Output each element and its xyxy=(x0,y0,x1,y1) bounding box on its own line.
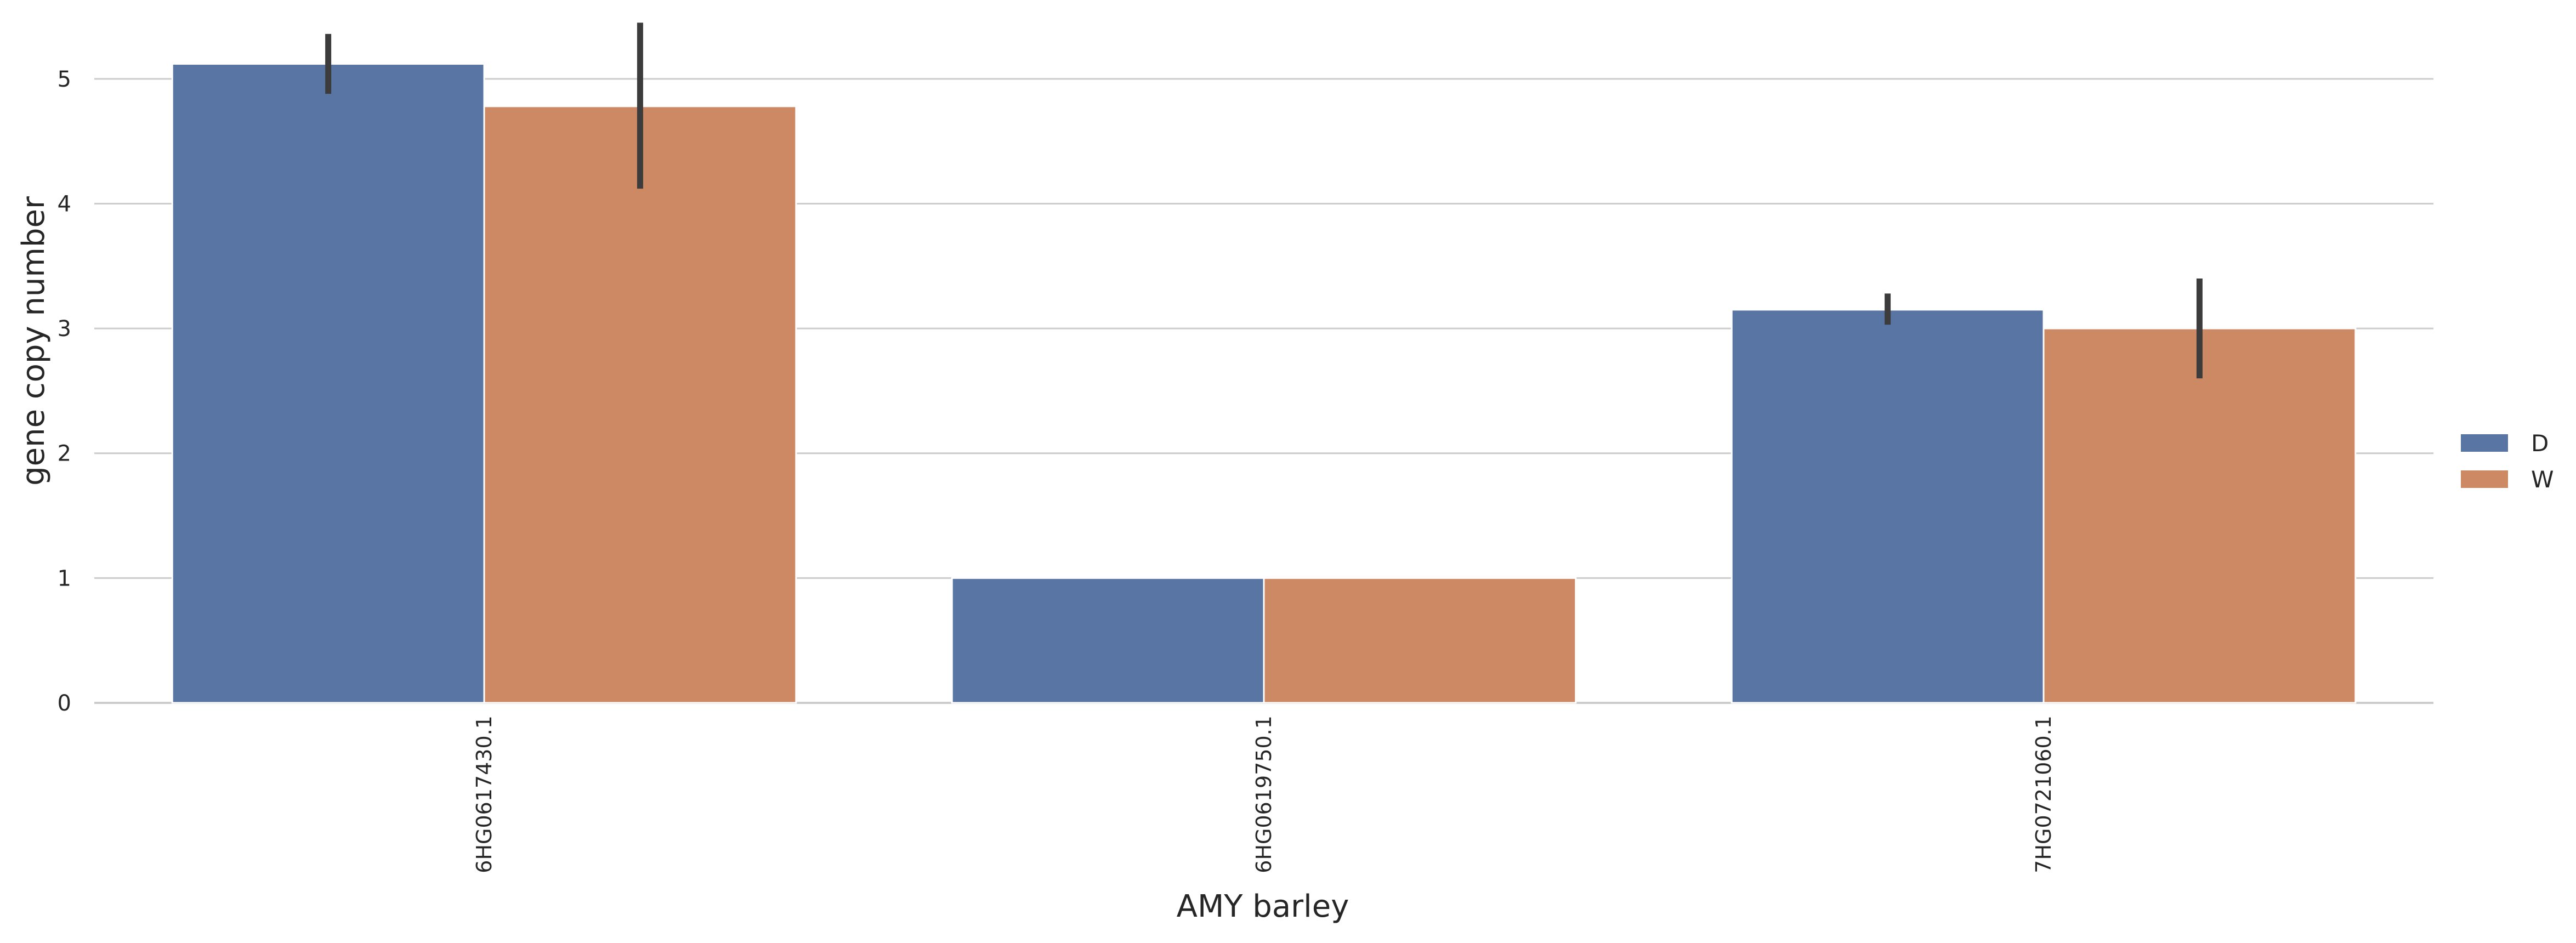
y-tick-labels: 0 1 2 3 4 5 xyxy=(58,67,71,716)
legend: DW xyxy=(2461,430,2554,493)
bar-d-0 xyxy=(171,63,485,704)
x-axis-title: AMY barley xyxy=(1177,889,1349,924)
legend-label-w: W xyxy=(2531,466,2554,493)
error-bars xyxy=(325,22,2203,379)
y-tick-label: 1 xyxy=(58,566,71,591)
x-tick-label: 6HG0617430.1 xyxy=(472,715,496,873)
y-tick-label: 2 xyxy=(58,441,71,467)
bar-d-2 xyxy=(1730,309,2045,704)
bar-w-2 xyxy=(2042,327,2357,704)
y-tick-label: 5 xyxy=(58,67,71,92)
x-tick-labels: 6HG0617430.1 6HG0619750.1 7HG0721060.1 xyxy=(472,715,2056,873)
bar-w-0 xyxy=(483,105,797,704)
y-tick-label: 3 xyxy=(58,316,71,342)
y-axis-title: gene copy number xyxy=(16,196,52,486)
legend-swatch-d xyxy=(2461,434,2508,452)
y-tick-label: 4 xyxy=(58,191,71,217)
legend-swatch-w xyxy=(2461,470,2508,488)
x-tick-label: 7HG0721060.1 xyxy=(2032,715,2056,873)
bars xyxy=(171,63,2357,704)
y-tick-label: 0 xyxy=(58,691,71,716)
x-tick-label: 6HG0619750.1 xyxy=(1252,715,1276,873)
bar-d-1 xyxy=(951,577,1265,704)
legend-label-d: D xyxy=(2531,430,2549,457)
bar-w-1 xyxy=(1263,577,1577,704)
